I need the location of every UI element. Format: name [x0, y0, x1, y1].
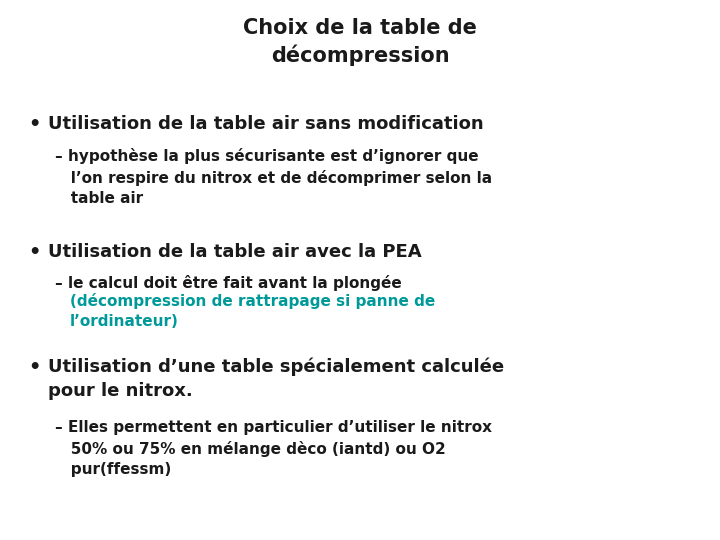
Text: •: •: [28, 358, 40, 377]
Text: Utilisation d’une table spécialement calculée
pour le nitrox.: Utilisation d’une table spécialement cal…: [48, 358, 504, 400]
Text: Utilisation de la table air sans modification: Utilisation de la table air sans modific…: [48, 115, 484, 133]
Text: •: •: [28, 115, 40, 134]
Text: – le calcul doit être fait avant la plongée: – le calcul doit être fait avant la plon…: [55, 275, 402, 291]
Text: •: •: [28, 243, 40, 262]
Text: Choix de la table de
décompression: Choix de la table de décompression: [243, 18, 477, 66]
Text: Utilisation de la table air avec la PEA: Utilisation de la table air avec la PEA: [48, 243, 422, 261]
Text: – Elles permettent en particulier d’utiliser le nitrox
   50% ou 75% en mélange : – Elles permettent en particulier d’util…: [55, 420, 492, 477]
Text: – hypothèse la plus sécurisante est d’ignorer que
   l’on respire du nitrox et d: – hypothèse la plus sécurisante est d’ig…: [55, 148, 492, 206]
Text: (décompression de rattrapage si panne de
l’ordinateur): (décompression de rattrapage si panne de…: [70, 293, 436, 329]
